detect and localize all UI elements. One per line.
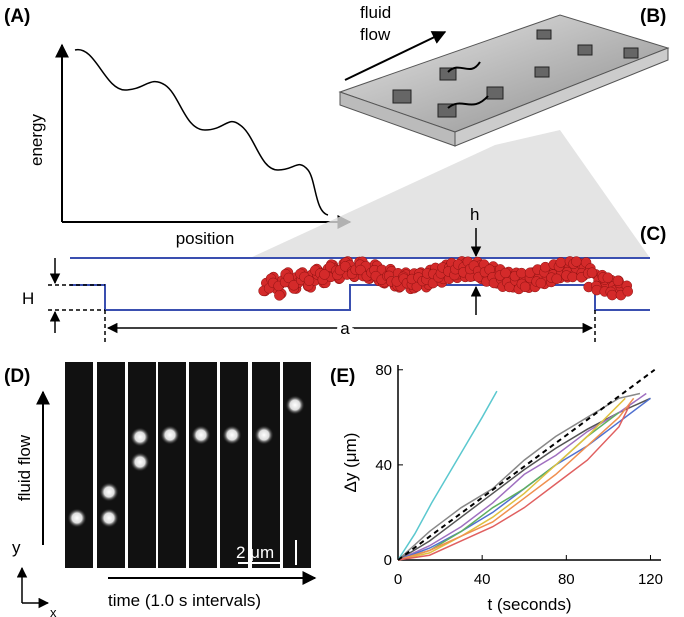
bead	[283, 272, 294, 284]
bead	[535, 277, 547, 289]
axis-label: x	[50, 605, 57, 617]
fluorescent-spot	[99, 482, 119, 502]
series-line	[397, 397, 626, 561]
energy-curve	[74, 49, 329, 216]
flow-arrow	[344, 31, 447, 81]
panel-label: (B)	[640, 6, 666, 27]
bead	[567, 271, 578, 283]
x-axis-label: t (seconds)	[487, 595, 571, 614]
plate-side	[454, 47, 669, 147]
bead	[586, 267, 598, 278]
x-tick-label: 120	[638, 571, 663, 588]
flow-label: fluid flow	[15, 434, 34, 501]
bead	[612, 275, 624, 287]
polymer-chain	[258, 256, 634, 301]
dna	[447, 61, 489, 109]
frame	[65, 362, 93, 568]
bead	[571, 256, 582, 267]
bead	[274, 290, 285, 301]
bead	[606, 289, 618, 301]
series-line	[397, 411, 620, 561]
y-axis-label: Δy (μm)	[341, 433, 360, 493]
bead	[319, 269, 330, 280]
y-tick-label: 80	[375, 362, 392, 379]
axis-label: energy	[27, 114, 46, 166]
bead	[551, 273, 562, 285]
bead	[355, 264, 366, 276]
bead	[288, 280, 300, 291]
bead	[500, 267, 511, 279]
dim-label: h	[470, 205, 479, 224]
series-line	[397, 397, 635, 561]
wells	[392, 29, 639, 118]
frame	[189, 362, 217, 568]
frames	[65, 362, 311, 568]
frame	[97, 362, 125, 568]
bead	[519, 281, 531, 293]
panel-label: (C)	[640, 224, 666, 245]
x-tick-label: 80	[558, 571, 575, 588]
fluorescent-spot	[285, 395, 305, 415]
dim-label: a	[340, 319, 350, 338]
bead	[555, 257, 567, 268]
frame	[158, 362, 186, 568]
fluorescent-spot	[191, 425, 211, 445]
axis-label: position	[176, 229, 235, 248]
x-tick-label: 40	[474, 571, 491, 588]
chart: 0 40 80 120 0 40 80 t (seconds) Δy (μm)	[341, 362, 663, 614]
fluorescent-spot	[130, 427, 150, 447]
panel-label: (A)	[4, 6, 30, 27]
series-line	[397, 392, 641, 561]
fluorescent-spot	[130, 452, 150, 472]
y-tick-label: 40	[375, 457, 392, 474]
scale-label: 2 μm	[236, 543, 274, 562]
fluorescent-spot	[222, 425, 242, 445]
panel-label: (E)	[330, 366, 355, 387]
channel-bottom	[70, 284, 650, 311]
fluorescent-spot	[99, 508, 119, 528]
frame	[220, 362, 248, 568]
flow-label: fluid flow	[360, 3, 391, 44]
y-tick-label: 0	[384, 552, 392, 569]
bead	[602, 272, 614, 283]
zoom-funnel	[250, 130, 650, 258]
series-line	[397, 390, 498, 561]
series-line	[397, 405, 631, 561]
dim-label: H	[22, 289, 34, 308]
series-line	[397, 392, 647, 561]
panel-label: (D)	[4, 366, 30, 387]
series-line	[397, 368, 656, 561]
bead	[622, 286, 634, 297]
bead	[303, 275, 315, 286]
fluorescent-spot	[254, 425, 274, 445]
frame	[252, 362, 280, 568]
frame	[283, 362, 311, 568]
fluorescent-spot	[160, 425, 180, 445]
fluorescent-spot	[67, 508, 87, 528]
x-tick-label: 0	[394, 571, 402, 588]
axis-label: y	[12, 538, 21, 557]
time-label: time (1.0 s intervals)	[108, 591, 261, 610]
